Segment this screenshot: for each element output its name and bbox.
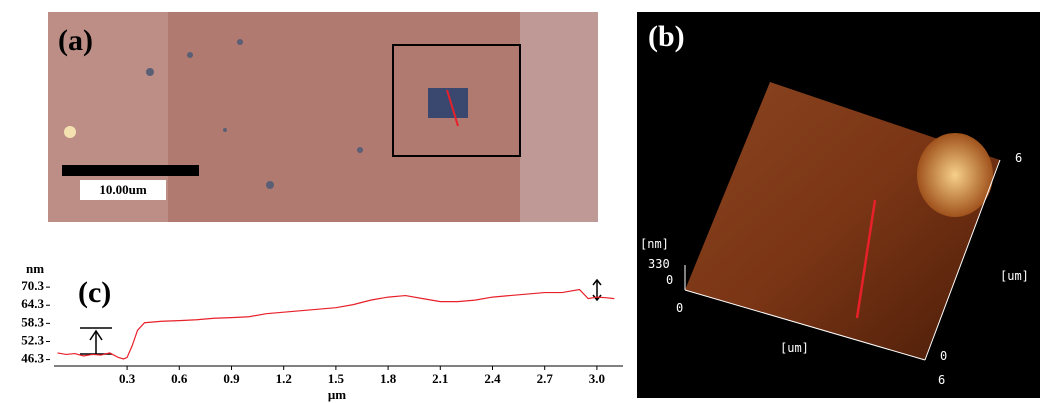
x-tick-label: 3.0 <box>589 371 605 386</box>
x-tick-label: 1.5 <box>328 371 345 386</box>
x-min: 0 <box>676 301 683 315</box>
y-max: 6 <box>1015 151 1022 165</box>
x-tick-label: 2.4 <box>484 371 501 386</box>
figure: (a) 10.00um (b) [nm] 330 0 [um] 0 6 [um]… <box>0 0 1054 403</box>
x-tick-label: 1.8 <box>380 371 397 386</box>
y-min: 0 <box>940 349 947 363</box>
particle <box>64 126 76 138</box>
x-unit: [um] <box>780 341 809 355</box>
z-max: 330 <box>648 257 670 271</box>
scale-bar <box>62 165 199 176</box>
z-unit: [nm] <box>640 237 669 251</box>
x-tick-label: 0.9 <box>223 371 240 386</box>
y-tick-label: 70.3 <box>21 278 44 293</box>
y-tick-label: 52.3 <box>21 332 44 347</box>
x-tick-label: 2.7 <box>537 371 554 386</box>
y-tick-label: 46.3 <box>21 351 44 366</box>
scale-label: 10.00um <box>99 182 146 197</box>
z-min: 0 <box>666 273 673 287</box>
afm-peak <box>917 133 993 217</box>
y-tick-label: 58.3 <box>21 314 44 329</box>
panel-label: (a) <box>58 24 93 57</box>
panel-label: (c) <box>78 276 111 309</box>
panel-label: (b) <box>648 20 685 53</box>
y-unit: [um] <box>1000 269 1029 283</box>
x-tick-label: 0.3 <box>119 371 136 386</box>
x-tick-label: 0.6 <box>171 371 188 386</box>
region <box>520 12 598 222</box>
x-max: 6 <box>938 373 945 387</box>
x-tick-label: 2.1 <box>432 371 448 386</box>
y-tick-label: 64.3 <box>21 296 44 311</box>
step-marker <box>80 280 601 354</box>
x-tick-label: 1.2 <box>276 371 292 386</box>
y-axis-label: nm <box>26 261 44 276</box>
x-axis-label: μm <box>328 387 346 402</box>
profile-line <box>57 290 614 359</box>
